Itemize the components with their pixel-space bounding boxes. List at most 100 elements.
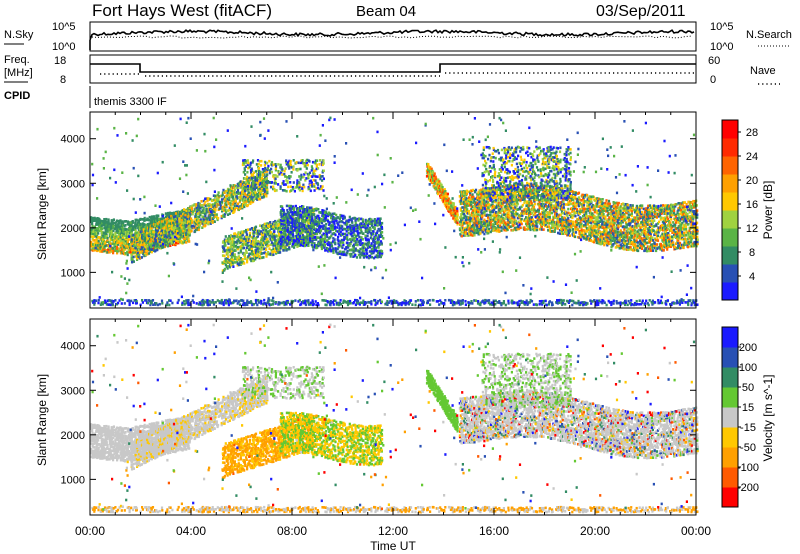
power-point xyxy=(157,215,159,218)
power-point xyxy=(229,212,231,215)
cpid-panel: CPID themis 3300 IF xyxy=(4,86,167,108)
power-point xyxy=(226,194,228,197)
power-point xyxy=(221,198,223,201)
power-point xyxy=(150,238,152,241)
noise-sky-trace xyxy=(90,30,694,50)
power-point xyxy=(225,204,227,207)
power-point xyxy=(224,209,226,212)
power-point xyxy=(127,220,129,223)
noise-left-label: N.Sky xyxy=(4,29,34,41)
power-point xyxy=(227,202,229,205)
power-point xyxy=(97,232,99,235)
power-point xyxy=(224,215,226,218)
power-point xyxy=(158,246,160,249)
freq-right-tick-bottom: 0 xyxy=(710,74,716,86)
power-point xyxy=(223,255,225,258)
power-point xyxy=(237,189,239,192)
power-point xyxy=(266,186,268,189)
power-point xyxy=(113,218,115,221)
power-point xyxy=(200,200,202,203)
power-point xyxy=(234,188,236,191)
power-point xyxy=(237,203,239,206)
power-point xyxy=(116,220,118,223)
noise-panel: N.Sky 10^5 10^0 10^5 10^0 N.Search xyxy=(4,21,792,53)
power-point xyxy=(112,233,114,236)
noise-right-tick-bottom: 10^0 xyxy=(710,41,734,53)
power-point xyxy=(239,207,241,210)
power-point xyxy=(122,230,124,233)
power-point xyxy=(235,200,237,203)
power-point xyxy=(204,224,206,227)
power-point xyxy=(151,225,153,228)
freq-left-label-2: [MHz] xyxy=(4,67,33,79)
power-point xyxy=(192,213,194,216)
power-point xyxy=(122,220,124,223)
power-point xyxy=(248,191,250,194)
freq-left-tick-top: 18 xyxy=(54,55,66,67)
power-point xyxy=(221,201,223,204)
power-point xyxy=(216,213,218,216)
power-point xyxy=(151,251,153,254)
power-point xyxy=(195,213,197,216)
power-point xyxy=(131,238,133,241)
power-point xyxy=(234,208,236,211)
noise-right-tick-top: 10^5 xyxy=(710,21,734,33)
power-point xyxy=(238,187,240,190)
power-point xyxy=(240,180,242,183)
power-point xyxy=(212,203,214,206)
power-point xyxy=(201,204,203,207)
power-point xyxy=(183,208,185,211)
power-point xyxy=(222,189,224,192)
power-point xyxy=(204,215,206,218)
power-point xyxy=(165,232,167,235)
power-point xyxy=(152,231,154,234)
power-point xyxy=(209,219,211,222)
power-panel: 1000200030004000 Slant Range [km] 481216… xyxy=(35,112,775,308)
power-point xyxy=(156,242,158,245)
freq-left-label-1: Freq. xyxy=(4,54,30,66)
radar-summary-plot: Fort Hays West (fitACF) Beam 04 03/Sep/2… xyxy=(0,0,800,554)
beam-title: Beam 04 xyxy=(356,3,416,20)
power-point xyxy=(107,237,109,240)
power-point xyxy=(151,248,153,251)
power-point xyxy=(146,245,148,248)
power-point xyxy=(184,216,186,219)
power-point xyxy=(136,238,138,241)
power-point xyxy=(185,241,187,244)
power-point xyxy=(209,214,211,217)
power-point xyxy=(119,222,121,225)
power-point xyxy=(137,234,139,237)
power-point xyxy=(225,235,227,238)
power-point xyxy=(208,203,210,206)
freq-right-tick-top: 60 xyxy=(708,55,720,67)
power-point xyxy=(140,231,142,234)
power-point xyxy=(259,198,261,201)
power-point xyxy=(125,220,127,223)
power-point xyxy=(155,233,157,236)
power-point xyxy=(122,228,124,231)
power-point xyxy=(144,217,146,220)
station-title: Fort Hays West (fitACF) xyxy=(92,1,272,20)
noise-right-label: N.Search xyxy=(746,29,792,41)
power-point xyxy=(179,227,181,230)
noise-search-trace xyxy=(92,36,692,38)
power-point xyxy=(144,237,146,240)
power-point xyxy=(155,239,157,242)
power-point xyxy=(101,227,103,230)
power-point xyxy=(253,176,255,179)
power-point xyxy=(133,251,135,254)
power-point xyxy=(229,194,231,197)
noise-left-tick-bottom: 10^0 xyxy=(52,41,76,53)
power-point xyxy=(192,204,194,207)
nave-trace xyxy=(100,73,694,76)
power-point xyxy=(156,249,158,252)
noise-left-tick-top: 10^5 xyxy=(52,21,76,33)
power-point xyxy=(203,207,205,210)
power-point xyxy=(138,244,140,247)
power-point xyxy=(93,235,95,238)
power-point xyxy=(93,239,95,242)
power-point xyxy=(227,251,229,254)
power-point xyxy=(185,210,187,213)
power-point xyxy=(163,217,165,220)
power-point xyxy=(184,214,186,217)
